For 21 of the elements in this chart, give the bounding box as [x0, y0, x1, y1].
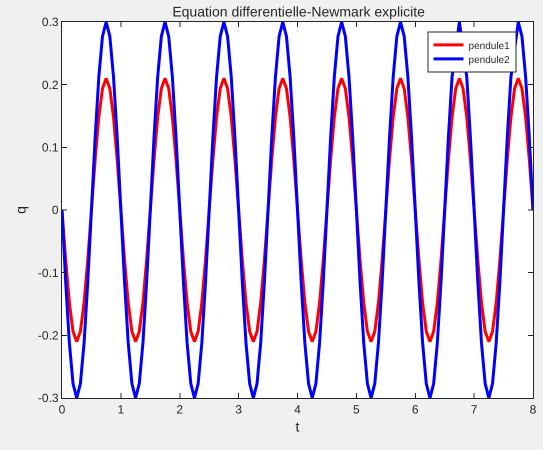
y-tick-label: 0.2: [42, 78, 59, 92]
y-tick-label: 0.3: [42, 15, 59, 30]
legend-label: pendule1: [468, 40, 510, 52]
x-tick-label: 3: [235, 402, 242, 416]
x-tick-label: 2: [176, 402, 184, 416]
x-tick-label: 8: [530, 402, 537, 416]
y-tick-label: -0.2: [38, 328, 59, 343]
y-tick-label: 0.1: [42, 140, 59, 155]
line-series: [62, 22, 533, 398]
chart-title: Equation differentielle-Newmark explicite: [172, 4, 426, 20]
x-tick-label: 7: [470, 402, 478, 416]
x-tick-label: 6: [412, 402, 419, 416]
x-tick-label: 5: [353, 402, 360, 416]
legend-label: pendule2: [468, 54, 510, 66]
y-tick-label: -0.3: [38, 391, 59, 406]
y-tick-label: -0.1: [38, 266, 59, 280]
x-axis-title: t: [296, 418, 300, 435]
x-tick-label: 1: [118, 402, 125, 416]
y-axis-title: q: [12, 206, 29, 214]
y-tick-label: 0: [52, 203, 59, 218]
x-tick-label: 4: [294, 402, 302, 416]
